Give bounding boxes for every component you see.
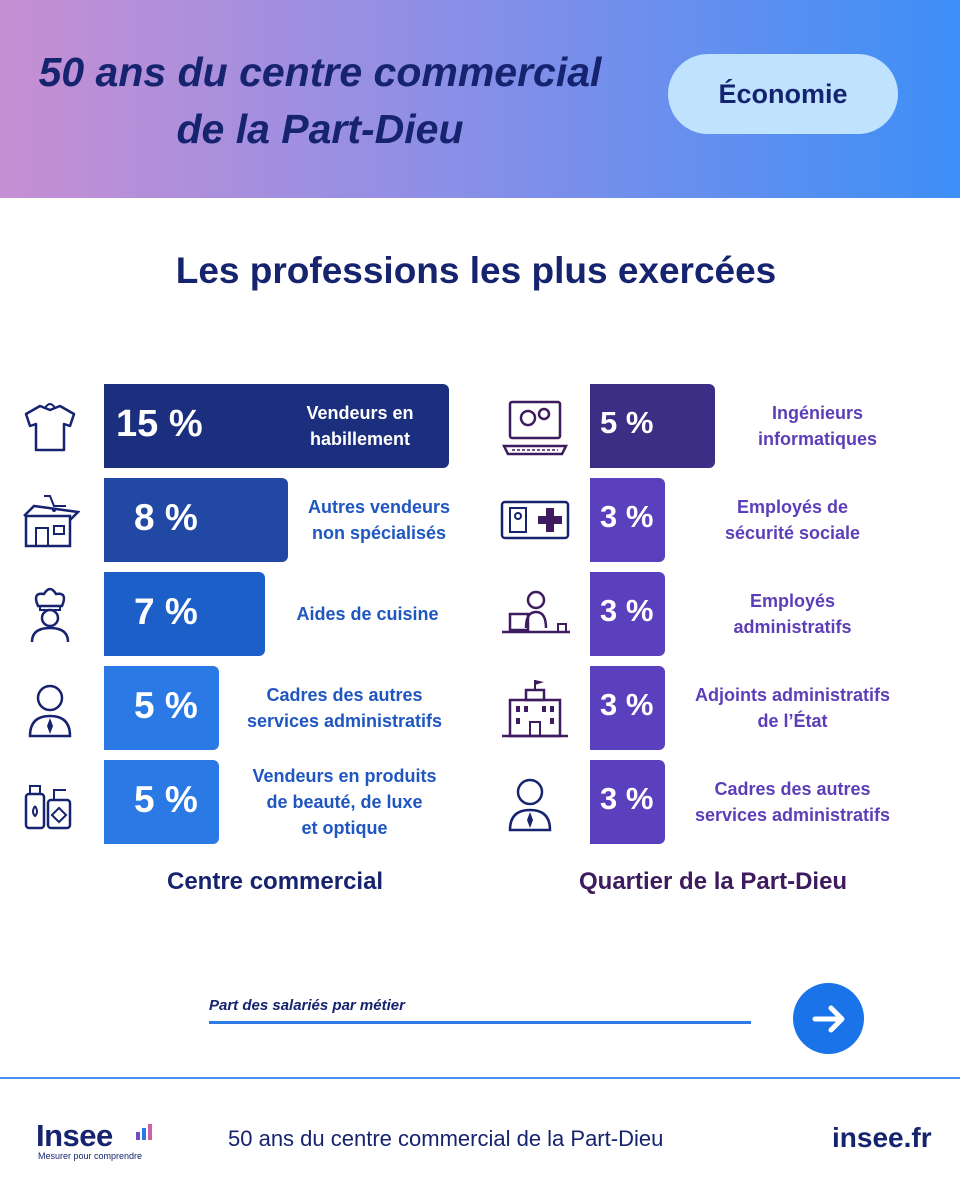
- cosmetics-icon: [20, 772, 80, 837]
- tshirt-icon: [20, 396, 80, 461]
- data-label-centre-4: 5 %: [134, 685, 198, 726]
- category-label-centre-1: Vendeurs en habillement: [306, 403, 414, 449]
- next-button[interactable]: [793, 983, 864, 1054]
- footer-site-link[interactable]: insee.fr: [832, 1122, 932, 1153]
- data-label-quartier-1: 5 %: [600, 405, 654, 440]
- category-label-quartier-1: Ingénieurs informatiques: [757, 403, 877, 449]
- data-label-centre-5: 5 %: [134, 779, 198, 820]
- category-label-quartier-3: Employés administratifs: [733, 591, 852, 637]
- category-label-quartier-2: Employés de sécurité sociale: [724, 497, 861, 543]
- government-building-icon: [500, 678, 572, 743]
- data-label-quartier-4: 3 %: [600, 687, 654, 722]
- data-label-centre-3: 7 %: [134, 591, 198, 632]
- category-badge: Économie: [668, 54, 898, 134]
- chart-title: Les professions les plus exercées: [175, 250, 777, 291]
- data-label-quartier-5: 3 %: [600, 781, 654, 816]
- bar-quartier-4: [590, 666, 665, 750]
- footer-text: 50 ans du centre commercial de la Part-D…: [228, 1126, 664, 1151]
- manager-icon: [500, 772, 572, 837]
- bar-centre-1: [104, 384, 449, 468]
- category-label-centre-2: Autres vendeurs non spécialisés: [307, 497, 451, 543]
- series-caption-quartier: Quartier de la Part-Dieu: [579, 868, 848, 895]
- category-label-centre-3: Aides de cuisine: [296, 604, 439, 624]
- bar-centre-3: [104, 572, 265, 656]
- bar-quartier-5: [590, 760, 665, 844]
- legend-underline: [209, 1021, 751, 1024]
- insee-logo[interactable]: Insee Mesurer pour comprendre: [36, 1118, 176, 1168]
- bar-quartier-2: [590, 478, 665, 562]
- manager-icon: [20, 678, 80, 743]
- laptop-gears-icon: [500, 396, 572, 461]
- bar-quartier-1: [590, 384, 715, 468]
- data-label-centre-1: 15 %: [116, 403, 203, 445]
- logo-wordmark: Insee: [36, 1118, 113, 1153]
- series-caption-centre: Centre commercial: [167, 868, 384, 895]
- legend-label: Part des salariés par métier: [209, 997, 405, 1014]
- page-title-line-1: 50 ans du centre commercial: [38, 49, 602, 95]
- office-worker-icon: [500, 584, 572, 649]
- logo-bars-icon: [136, 1124, 152, 1140]
- chef-icon: [20, 584, 80, 649]
- bar-centre-2: [104, 478, 288, 562]
- footer-divider: [0, 1077, 960, 1079]
- arrow-right-icon: [812, 1005, 844, 1032]
- data-label-quartier-3: 3 %: [600, 593, 654, 628]
- category-label-centre-4: Cadres des autres services administratifs: [246, 685, 443, 731]
- category-label-quartier-5: Cadres des autres services administratifs: [694, 779, 891, 825]
- logo-tagline: Mesurer pour comprendre: [38, 1151, 143, 1161]
- category-label-centre-5: Vendeurs en produits de beauté, de luxe et…: [252, 766, 437, 838]
- bar-centre-5: [104, 760, 219, 844]
- page-title-line-2: de la Part-Dieu: [176, 106, 464, 152]
- data-label-quartier-2: 3 %: [600, 499, 654, 534]
- page-title: 50 ans du centre commercial de la Part-D…: [20, 44, 620, 158]
- bar-centre-4: [104, 666, 219, 750]
- health-card-icon: [500, 490, 572, 555]
- category-label-quartier-4: Adjoints administratifs de l’État: [694, 685, 891, 731]
- header-banner: 50 ans du centre commercial de la Part-D…: [0, 0, 960, 198]
- bar-quartier-3: [590, 572, 665, 656]
- data-label-centre-2: 8 %: [134, 497, 198, 538]
- shop-icon: [20, 490, 81, 555]
